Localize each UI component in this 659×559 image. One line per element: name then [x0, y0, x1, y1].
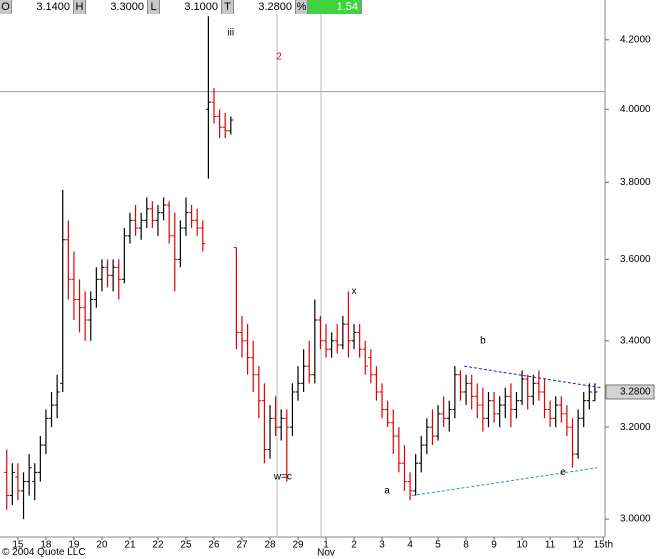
y-tick-label: 3.8000 [620, 177, 651, 188]
field-value: 1.54 [308, 0, 362, 14]
annotation: iii [227, 28, 234, 39]
annotation: w=c [273, 472, 292, 483]
x-tick-label: 19 [68, 540, 80, 551]
x-tick-label: 20 [96, 540, 108, 551]
y-tick-label: 3.4000 [620, 335, 651, 346]
field-label: T [222, 0, 234, 14]
x-tick-label: 18 [40, 540, 52, 551]
x-tick-label: 3 [379, 540, 385, 551]
y-tick-label: 3.6000 [620, 254, 651, 265]
field-label: % [296, 0, 308, 14]
x-tick-label: 5 [435, 540, 441, 551]
x-tick-label: 22 [152, 540, 164, 551]
month-label: Nov [317, 548, 335, 559]
quote-header: O 3.1400 H 3.3000 L 3.1000 T 3.2800% 1.54 [0, 0, 362, 14]
x-tick-label: 29 [292, 540, 304, 551]
x-tick-label: 1 [323, 540, 329, 551]
trendline [411, 467, 598, 497]
x-tick-label: 27 [236, 540, 248, 551]
annotation: x [352, 286, 357, 297]
field-label: H [74, 0, 86, 14]
annotation: a [384, 486, 390, 497]
last-price-box [605, 384, 655, 400]
x-tick-label: 26 [208, 540, 220, 551]
x-tick-label: 28 [264, 540, 276, 551]
y-tick-label: 3.2000 [620, 422, 651, 433]
field-label: L [148, 0, 160, 14]
x-tick-label: 2 [351, 540, 357, 551]
x-tick-label: 10 [517, 540, 529, 551]
copyright: © 2004 Quote LLC [2, 547, 86, 558]
field-value: 3.3000 [86, 0, 148, 14]
y-tick-label: 4.0000 [620, 104, 651, 115]
field-value: 3.1400 [12, 0, 74, 14]
y-tick-label: 3.0000 [620, 514, 651, 525]
annotation: b [480, 335, 486, 346]
annotation: e [560, 467, 566, 478]
x-tick-label: 12 [573, 540, 585, 551]
field-label: O [0, 0, 12, 14]
y-tick-label: 4.2000 [620, 34, 651, 45]
x-tick-label: 15th [594, 540, 613, 551]
trendline [464, 365, 601, 389]
x-tick-label: 21 [124, 540, 136, 551]
last-price-label: 3.2800 [620, 387, 651, 398]
field-value: 3.1000 [160, 0, 222, 14]
x-tick-label: 15 [12, 540, 24, 551]
field-value: 3.2800 [234, 0, 296, 14]
x-tick-label: 8 [463, 540, 469, 551]
x-tick-label: 11 [545, 540, 556, 551]
x-tick-label: 4 [407, 540, 413, 551]
x-tick-label: 25 [180, 540, 192, 551]
x-tick-label: 9 [491, 540, 497, 551]
annotation: 2 [276, 51, 282, 62]
